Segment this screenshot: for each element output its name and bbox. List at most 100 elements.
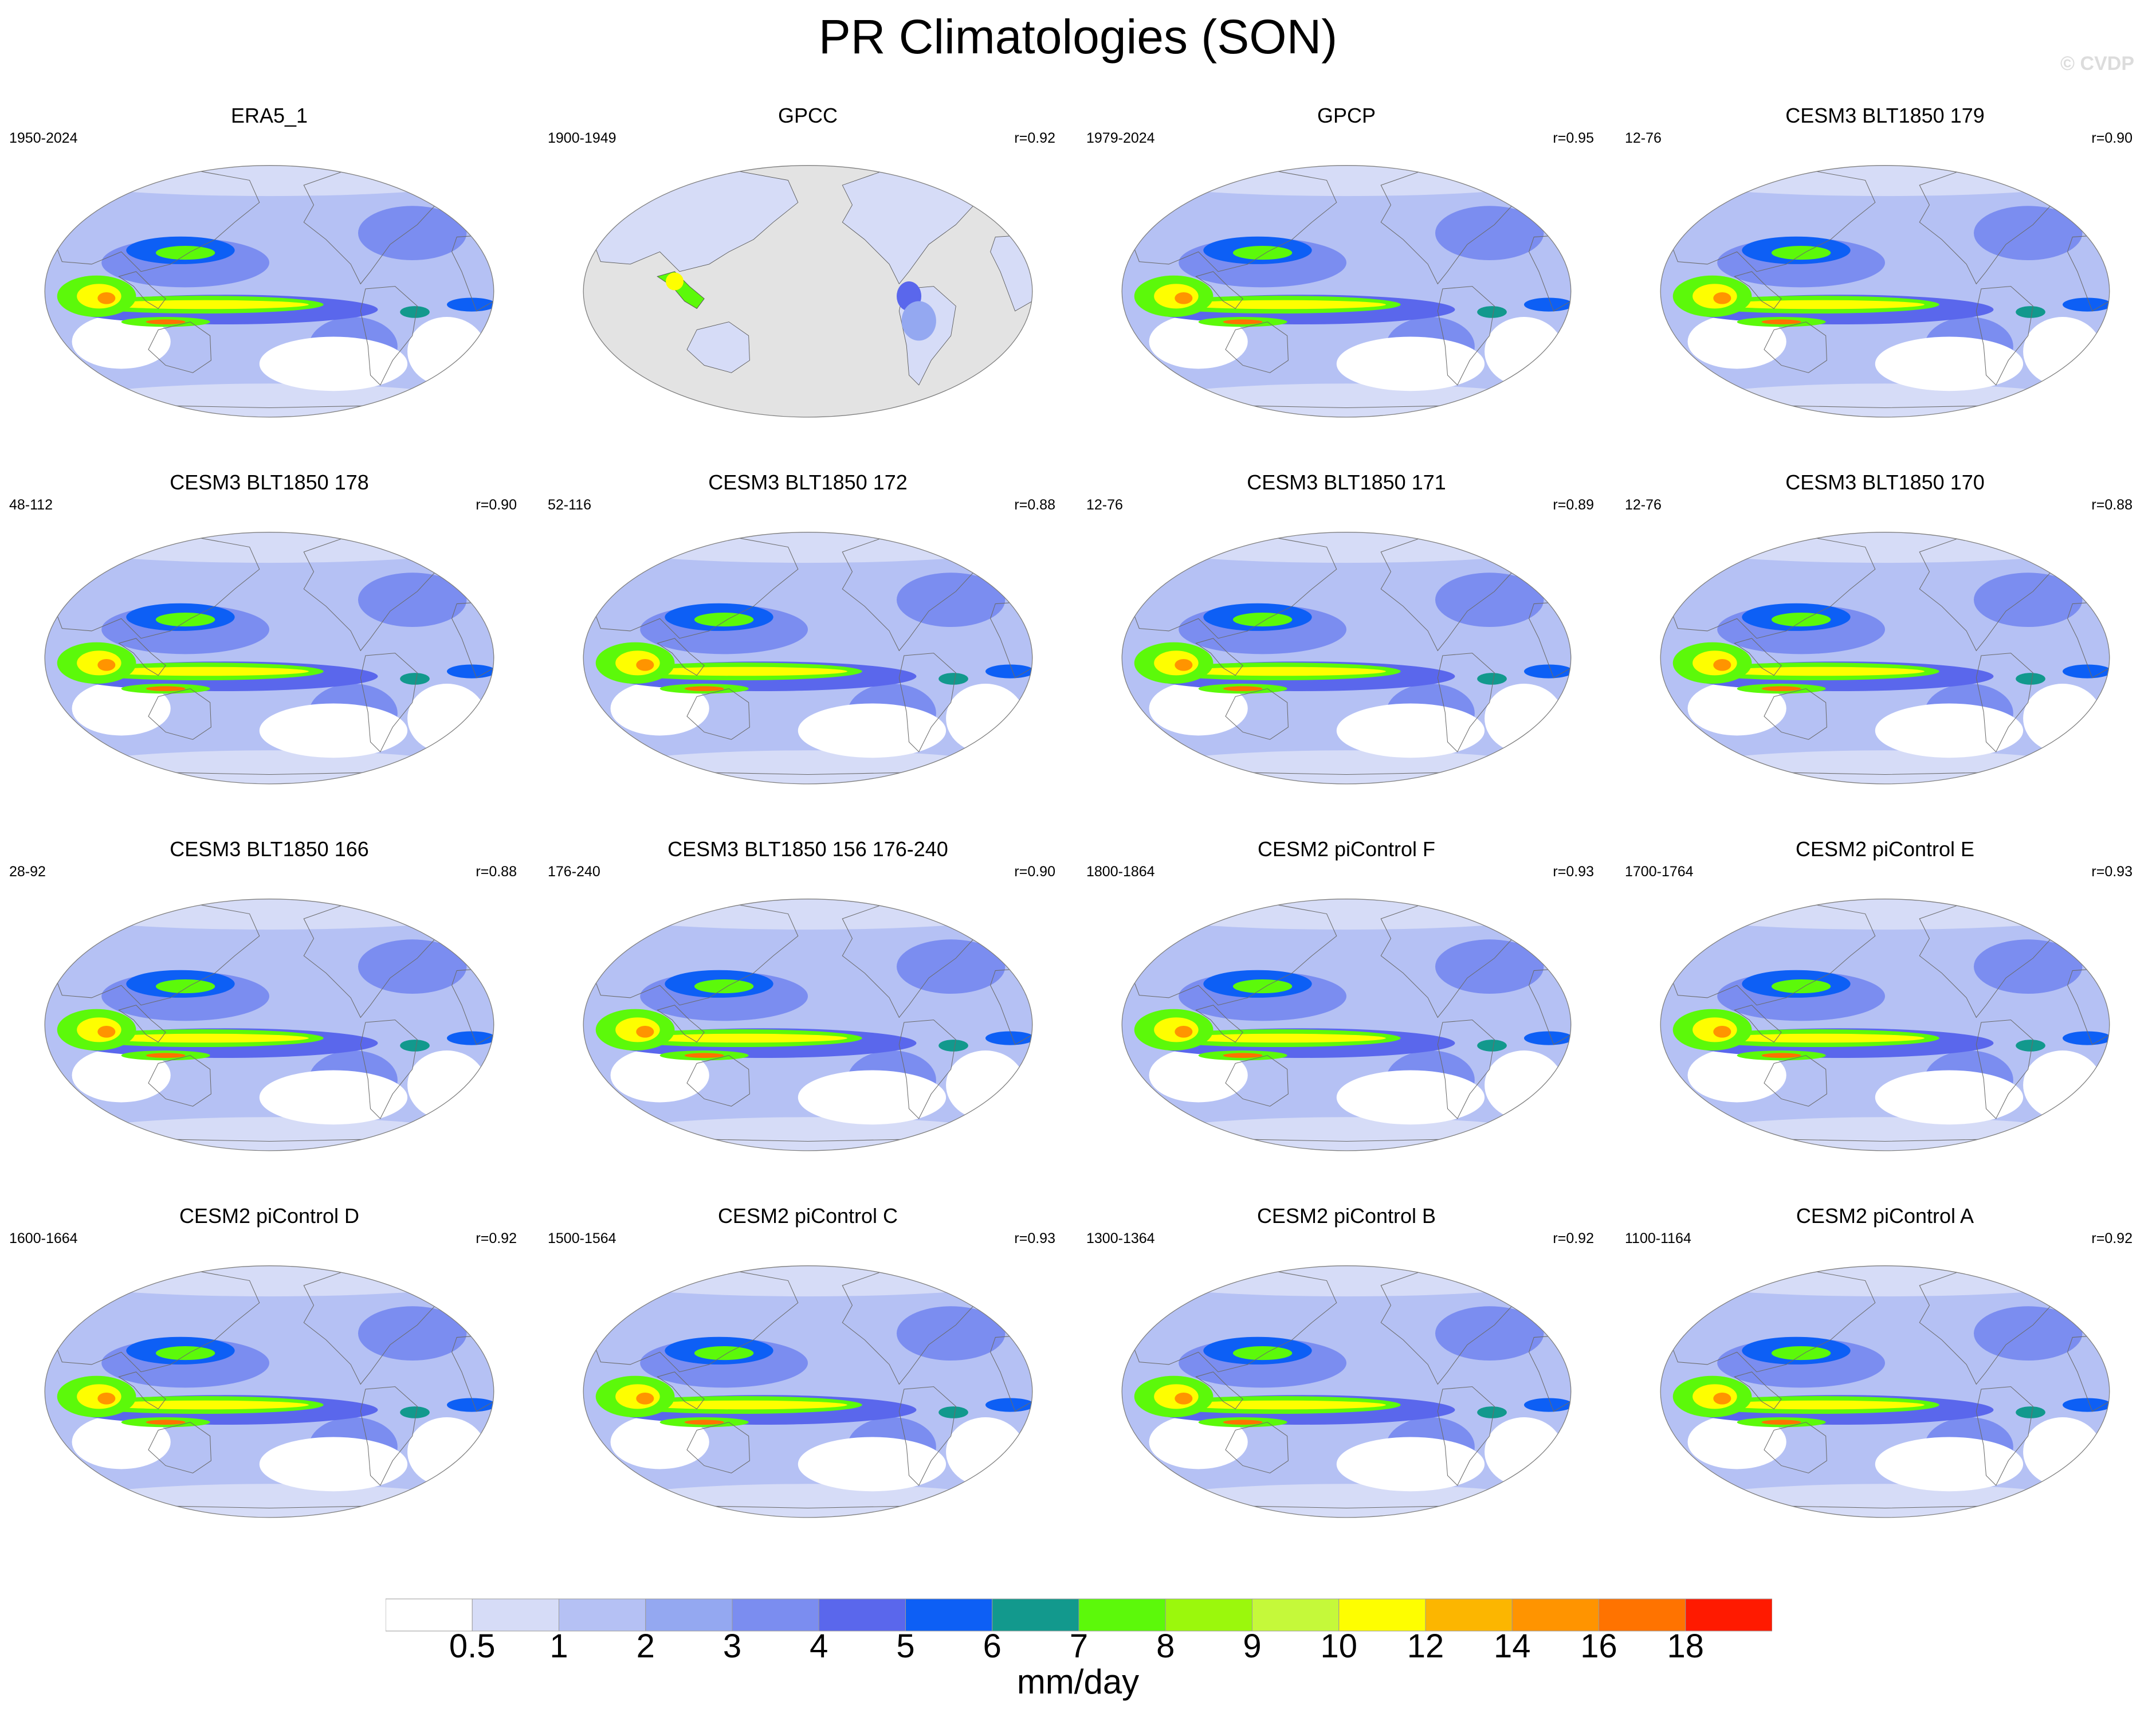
panel-correlation: r=0.88 <box>1014 497 1055 513</box>
map-boundary <box>1121 899 1572 1151</box>
map-panel: CESM2 piControl A 1100-1164 r=0.92 <box>1616 1203 2154 1570</box>
colorbar-box <box>905 1598 993 1632</box>
panel-title: CESM3 BLT1850 172 <box>708 471 908 494</box>
panel-correlation: r=0.93 <box>1014 1230 1055 1246</box>
panel-correlation: r=0.92 <box>2091 1230 2133 1246</box>
panel-years: 176-240 <box>548 864 600 880</box>
precip-map <box>583 165 1033 418</box>
colorbar-box <box>1599 1598 1686 1632</box>
panel-title: CESM2 piControl F <box>1257 837 1436 861</box>
map-panel: GPCC 1900-1949 r=0.92 <box>539 103 1077 470</box>
precip-map <box>44 1265 494 1518</box>
colorbar-box <box>1078 1598 1166 1632</box>
panel-title: CESM2 piControl A <box>1796 1204 1974 1228</box>
colorbar-tick-label: 16 <box>1580 1628 1617 1661</box>
map-panel: ERA5_1 1950-2024 <box>0 103 539 470</box>
colorbar-box <box>818 1598 906 1632</box>
map-panel: CESM3 BLT1850 172 52-116 r=0.88 <box>539 470 1077 837</box>
colorbar-box <box>559 1598 646 1632</box>
precip-map <box>583 1265 1033 1518</box>
map-panel: CESM2 piControl B 1300-1364 r=0.92 <box>1077 1203 1616 1570</box>
panel-years: 1800-1864 <box>1086 864 1155 880</box>
colorbar-box <box>645 1598 733 1632</box>
precip-map <box>1121 899 1572 1151</box>
panel-correlation: r=0.95 <box>1553 130 1594 146</box>
colorbar-box <box>1511 1598 1599 1632</box>
panel-correlation: r=0.93 <box>2091 864 2133 880</box>
colorbar-box <box>1338 1598 1426 1632</box>
colorbar-tick-label: 2 <box>637 1628 655 1661</box>
panel-years: 12-76 <box>1625 497 1662 513</box>
precip-map <box>1121 1265 1572 1518</box>
panel-title: CESM2 piControl E <box>1795 837 1975 861</box>
map-boundary <box>583 899 1033 1151</box>
map-boundary <box>1660 899 2110 1151</box>
precip-map <box>44 532 494 785</box>
precip-map <box>583 899 1033 1151</box>
panel-years: 1300-1364 <box>1086 1230 1155 1246</box>
panel-title: ERA5_1 <box>230 104 308 127</box>
map-boundary <box>1660 165 2110 418</box>
panel-years: 1700-1764 <box>1625 864 1694 880</box>
panel-title: CESM3 BLT1850 170 <box>1785 471 1985 494</box>
panel-years: 1500-1564 <box>548 1230 616 1246</box>
colorbar-tick-label: 6 <box>983 1628 1002 1661</box>
panel-years: 52-116 <box>548 497 591 513</box>
colorbar-tick-label: 18 <box>1667 1628 1704 1661</box>
precip-map <box>44 899 494 1151</box>
map-panel: CESM2 piControl F 1800-1864 r=0.93 <box>1077 837 1616 1203</box>
map-panel: CESM2 piControl E 1700-1764 r=0.93 <box>1616 837 2154 1203</box>
map-panel: CESM3 BLT1850 179 12-76 r=0.90 <box>1616 103 2154 470</box>
panel-years: 48-112 <box>9 497 53 513</box>
colorbar: 0.5 1 2 3 4 5 6 7 8 9 10 12 14 16 18 <box>386 1598 1772 1661</box>
panel-title: CESM3 BLT1850 156 176-240 <box>667 837 948 861</box>
colorbar-box <box>732 1598 819 1632</box>
watermark: © CVDP <box>2060 53 2134 75</box>
panel-years: 1900-1949 <box>548 130 616 146</box>
panel-years: 1100-1164 <box>1625 1230 1691 1246</box>
precip-map <box>1660 1265 2110 1518</box>
panel-title: CESM2 piControl D <box>179 1204 360 1228</box>
panel-title: GPCC <box>777 104 838 127</box>
colorbar-box <box>1425 1598 1513 1632</box>
map-boundary <box>583 532 1033 785</box>
map-boundary <box>44 165 494 418</box>
precip-map <box>583 532 1033 785</box>
panel-title: CESM3 BLT1850 179 <box>1785 104 1985 127</box>
panel-title: CESM3 BLT1850 171 <box>1247 471 1446 494</box>
panel-correlation: r=0.88 <box>2091 497 2133 513</box>
panel-correlation: r=0.90 <box>476 497 517 513</box>
precip-map <box>44 165 494 418</box>
colorbar-tick-label: 10 <box>1320 1628 1357 1661</box>
map-panel: CESM2 piControl D 1600-1664 r=0.92 <box>0 1203 539 1570</box>
map-boundary <box>44 1265 494 1518</box>
map-panel: CESM3 BLT1850 178 48-112 r=0.90 <box>0 470 539 837</box>
precip-map <box>1121 165 1572 418</box>
panel-title: CESM3 BLT1850 166 <box>170 837 369 861</box>
colorbar-tick-label: 7 <box>1070 1628 1088 1661</box>
map-boundary <box>1121 532 1572 785</box>
colorbar-tick-label: 1 <box>549 1628 568 1661</box>
figure-title: PR Climatologies (SON) <box>818 10 1338 64</box>
panel-correlation: r=0.90 <box>2091 130 2133 146</box>
colorbar-tick-label: 3 <box>723 1628 741 1661</box>
precip-map <box>1121 532 1572 785</box>
colorbar-tick-label: 12 <box>1407 1628 1444 1661</box>
colorbar-tick-label: 0.5 <box>449 1628 496 1661</box>
colorbar-unit-label: mm/day <box>1016 1663 1140 1701</box>
map-panel: CESM3 BLT1850 170 12-76 r=0.88 <box>1616 470 2154 837</box>
panel-title: CESM2 piControl C <box>717 1204 898 1228</box>
map-boundary <box>583 165 1033 418</box>
precip-map <box>1660 165 2110 418</box>
colorbar-box <box>472 1598 559 1632</box>
panel-years: 1979-2024 <box>1086 130 1155 146</box>
map-panel: CESM3 BLT1850 156 176-240 176-240 r=0.90 <box>539 837 1077 1203</box>
panel-years: 28-92 <box>9 864 46 880</box>
colorbar-box <box>1165 1598 1252 1632</box>
panel-correlation: r=0.88 <box>476 864 517 880</box>
map-boundary <box>583 1265 1033 1518</box>
map-boundary <box>1660 1265 2110 1518</box>
panel-title: GPCP <box>1317 104 1376 127</box>
precip-map <box>1660 532 2110 785</box>
panel-correlation: r=0.92 <box>1553 1230 1594 1246</box>
